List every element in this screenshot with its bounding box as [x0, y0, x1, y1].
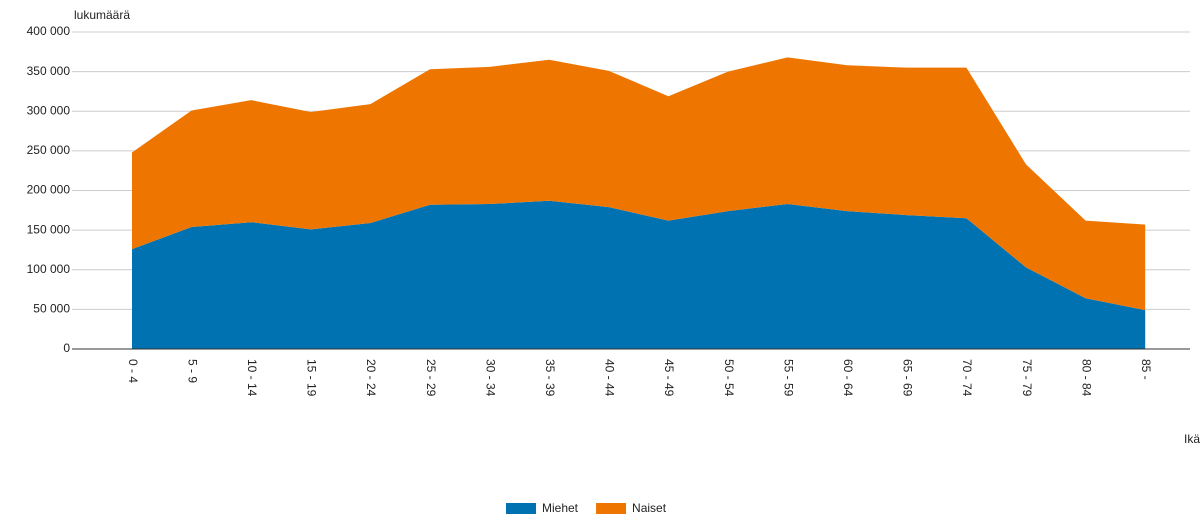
area: [132, 57, 1146, 311]
legend-swatch: [596, 503, 627, 514]
y-tick-label: 350 000: [27, 64, 71, 78]
x-tick-label: 70 - 74: [960, 359, 974, 397]
x-tick-label: 0 - 4: [126, 359, 140, 383]
y-tick-label: 300 000: [27, 103, 71, 117]
x-tick-label: 75 - 79: [1020, 359, 1034, 397]
x-tick-label: 45 - 49: [662, 359, 676, 397]
x-tick-label: 10 - 14: [245, 359, 259, 397]
area: [132, 200, 1146, 349]
x-tick-label: 50 - 54: [722, 359, 736, 397]
x-tick-label: 85 -: [1139, 359, 1153, 380]
x-tick-label: 35 - 39: [543, 359, 557, 397]
legend-label: Naiset: [632, 501, 667, 515]
x-tick-label: 60 - 64: [841, 359, 855, 397]
y-tick-label: 400 000: [27, 24, 71, 38]
x-tick-label: 30 - 34: [483, 359, 497, 397]
x-tick-label: 20 - 24: [364, 359, 378, 397]
y-tick-label: 250 000: [27, 143, 71, 157]
x-tick-label: 55 - 59: [781, 359, 795, 397]
legend: Miehet Naiset: [506, 501, 667, 515]
y-tick-label: 200 000: [27, 183, 71, 197]
legend-label: Miehet: [542, 501, 579, 515]
x-axis-label: Ikä: [1184, 432, 1200, 446]
y-axis-label: lukumäärä: [74, 8, 130, 22]
y-tick-label: 0: [63, 341, 70, 355]
x-tick-label: 15 - 19: [305, 359, 319, 397]
x-tick-label: 80 - 84: [1079, 359, 1093, 397]
y-tick-label: 50 000: [33, 302, 70, 316]
y-tick-label: 100 000: [27, 262, 71, 276]
x-tick-label: 25 - 29: [424, 359, 438, 397]
legend-swatch: [506, 503, 536, 514]
x-tick-label: 40 - 44: [603, 359, 617, 397]
x-tick-label: 65 - 69: [901, 359, 915, 397]
y-tick-label: 150 000: [27, 222, 71, 236]
x-tick-label: 5 - 9: [185, 359, 199, 383]
